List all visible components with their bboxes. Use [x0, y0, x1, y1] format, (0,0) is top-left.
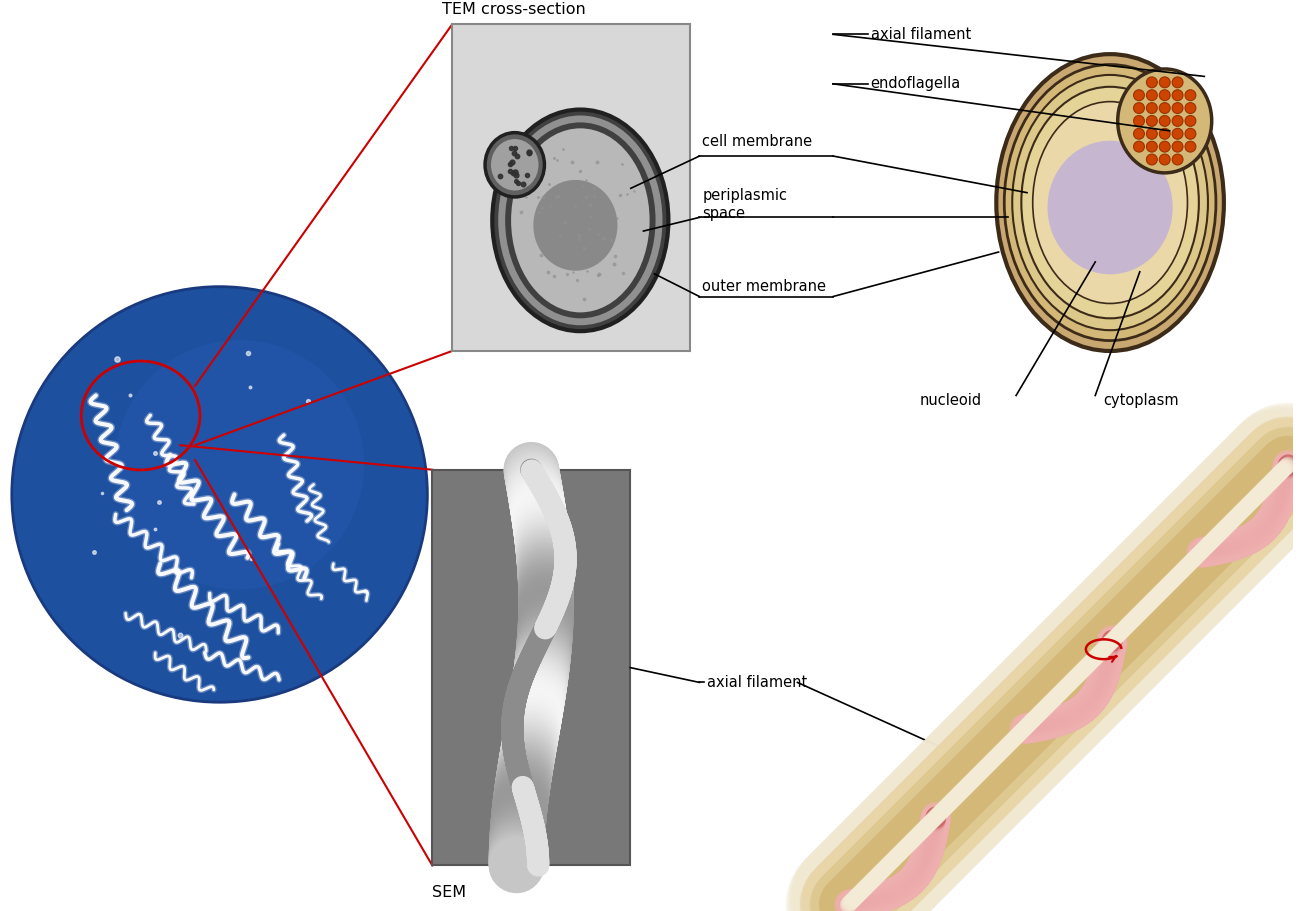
Circle shape: [1134, 116, 1144, 127]
Circle shape: [1186, 128, 1196, 139]
Ellipse shape: [511, 128, 650, 312]
Circle shape: [1160, 154, 1170, 165]
Ellipse shape: [1013, 75, 1208, 330]
Circle shape: [1186, 141, 1196, 152]
Circle shape: [1160, 90, 1170, 100]
Circle shape: [1173, 128, 1183, 139]
Text: endoflagella: endoflagella: [871, 77, 961, 91]
Circle shape: [1160, 116, 1170, 127]
Ellipse shape: [996, 54, 1223, 351]
Ellipse shape: [1005, 65, 1216, 341]
Circle shape: [1160, 141, 1170, 152]
Text: cytoplasm: cytoplasm: [1104, 393, 1179, 408]
Circle shape: [1186, 103, 1196, 114]
Circle shape: [1134, 90, 1144, 100]
Text: cell membrane: cell membrane: [702, 134, 812, 148]
Circle shape: [1134, 141, 1144, 152]
Text: axial filament: axial filament: [871, 26, 971, 42]
Circle shape: [1147, 103, 1157, 114]
Ellipse shape: [1048, 140, 1173, 274]
Circle shape: [1173, 141, 1183, 152]
Ellipse shape: [1032, 102, 1187, 303]
Circle shape: [1134, 103, 1144, 114]
Circle shape: [1147, 154, 1157, 165]
Text: SEM: SEM: [433, 885, 467, 900]
Ellipse shape: [493, 109, 668, 332]
Ellipse shape: [498, 116, 663, 325]
Circle shape: [1173, 154, 1183, 165]
Circle shape: [1160, 128, 1170, 139]
Circle shape: [1134, 128, 1144, 139]
Circle shape: [1147, 128, 1157, 139]
Circle shape: [1147, 90, 1157, 100]
Text: axial filament: axial filament: [707, 675, 807, 690]
Ellipse shape: [533, 179, 618, 271]
Circle shape: [1186, 116, 1196, 127]
Circle shape: [1160, 103, 1170, 114]
Circle shape: [1147, 116, 1157, 127]
Circle shape: [1147, 141, 1157, 152]
Circle shape: [1173, 90, 1183, 100]
Circle shape: [1173, 103, 1183, 114]
Ellipse shape: [1118, 69, 1212, 173]
Circle shape: [12, 287, 428, 702]
Circle shape: [114, 340, 364, 589]
Text: TEM cross-section: TEM cross-section: [442, 2, 586, 16]
Ellipse shape: [491, 139, 538, 190]
Text: periplasmic
space: periplasmic space: [702, 189, 788, 220]
Ellipse shape: [485, 133, 545, 197]
Circle shape: [1160, 77, 1170, 87]
Text: nucleoid: nucleoid: [919, 393, 982, 408]
Circle shape: [1147, 77, 1157, 87]
Bar: [452, 25, 689, 351]
Text: outer membrane: outer membrane: [702, 279, 827, 294]
Bar: [433, 470, 630, 865]
Circle shape: [1173, 77, 1183, 87]
Circle shape: [1173, 116, 1183, 127]
Circle shape: [1186, 90, 1196, 100]
Ellipse shape: [506, 122, 655, 318]
Ellipse shape: [1022, 87, 1199, 318]
